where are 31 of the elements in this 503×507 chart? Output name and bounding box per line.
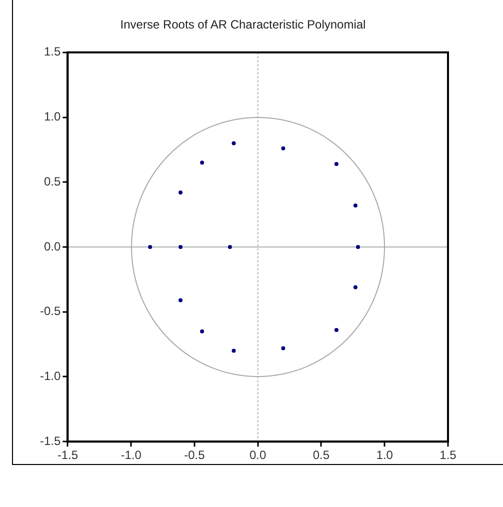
x-tick-label: 1.0 [376,448,394,462]
chart-title: Inverse Roots of AR Characteristic Polynomial [120,18,366,32]
x-tick-label: -1.5 [57,448,78,462]
point [281,146,286,150]
y-tick-label: 1.5 [44,44,61,59]
point [178,190,183,195]
point [148,245,152,249]
x-tick-label: 0.5 [312,448,330,462]
point [353,285,358,290]
point [178,245,183,249]
x-tick-label: -0.5 [184,448,206,462]
x-tick-label: 0.0 [249,448,267,462]
point [356,245,360,249]
x-tick-label: -1.0 [120,448,142,462]
y-tick-label: -0.5 [40,304,61,318]
point [334,328,338,332]
point [228,245,232,249]
point [353,203,358,208]
point [232,348,236,353]
y-tick-label: -1.0 [40,369,61,384]
x-tick-label: 1.5 [440,448,457,462]
point [281,346,286,350]
point [200,160,204,165]
point [232,141,236,146]
point [178,298,183,302]
point [334,162,338,166]
y-tick-label: -1.5 [40,434,61,448]
y-tick-label: 1.0 [44,110,61,124]
y-tick-label: 0.5 [44,174,61,188]
y-tick-label: 0.0 [44,239,61,254]
point [200,329,204,334]
